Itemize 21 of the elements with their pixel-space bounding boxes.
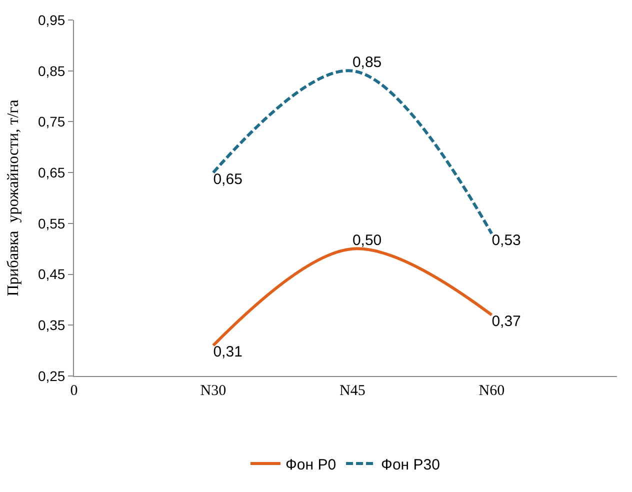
data-label: 0,37	[492, 313, 521, 330]
x-tick-label: N45	[340, 383, 366, 399]
y-tick-label: 0,65	[38, 164, 66, 180]
legend-label: Фон Р30	[381, 456, 440, 474]
data-label: 0,65	[213, 170, 242, 188]
x-tick-label: N60	[478, 383, 505, 399]
data-label: 0,53	[492, 232, 521, 249]
y-tick-label: 0,35	[38, 317, 66, 334]
legend-label: Фон Р0	[286, 456, 336, 474]
y-tick-label: 0,45	[38, 266, 66, 282]
x-tick-label: 0	[70, 383, 78, 399]
y-axis-title: Прибавка урожайности, т/га	[4, 100, 22, 296]
data-label: 0,85	[352, 54, 382, 72]
y-tick-label: 0,55	[38, 215, 66, 232]
x-tick-label: N30	[200, 383, 226, 399]
data-label: 0,50	[352, 232, 382, 250]
data-label: 0,31	[213, 344, 242, 361]
y-tick-label: 0,95	[38, 12, 66, 28]
y-tick-label: 0,25	[38, 368, 66, 384]
y-tick-label: 0,75	[38, 114, 66, 130]
y-tick-label: 0,85	[38, 62, 66, 79]
